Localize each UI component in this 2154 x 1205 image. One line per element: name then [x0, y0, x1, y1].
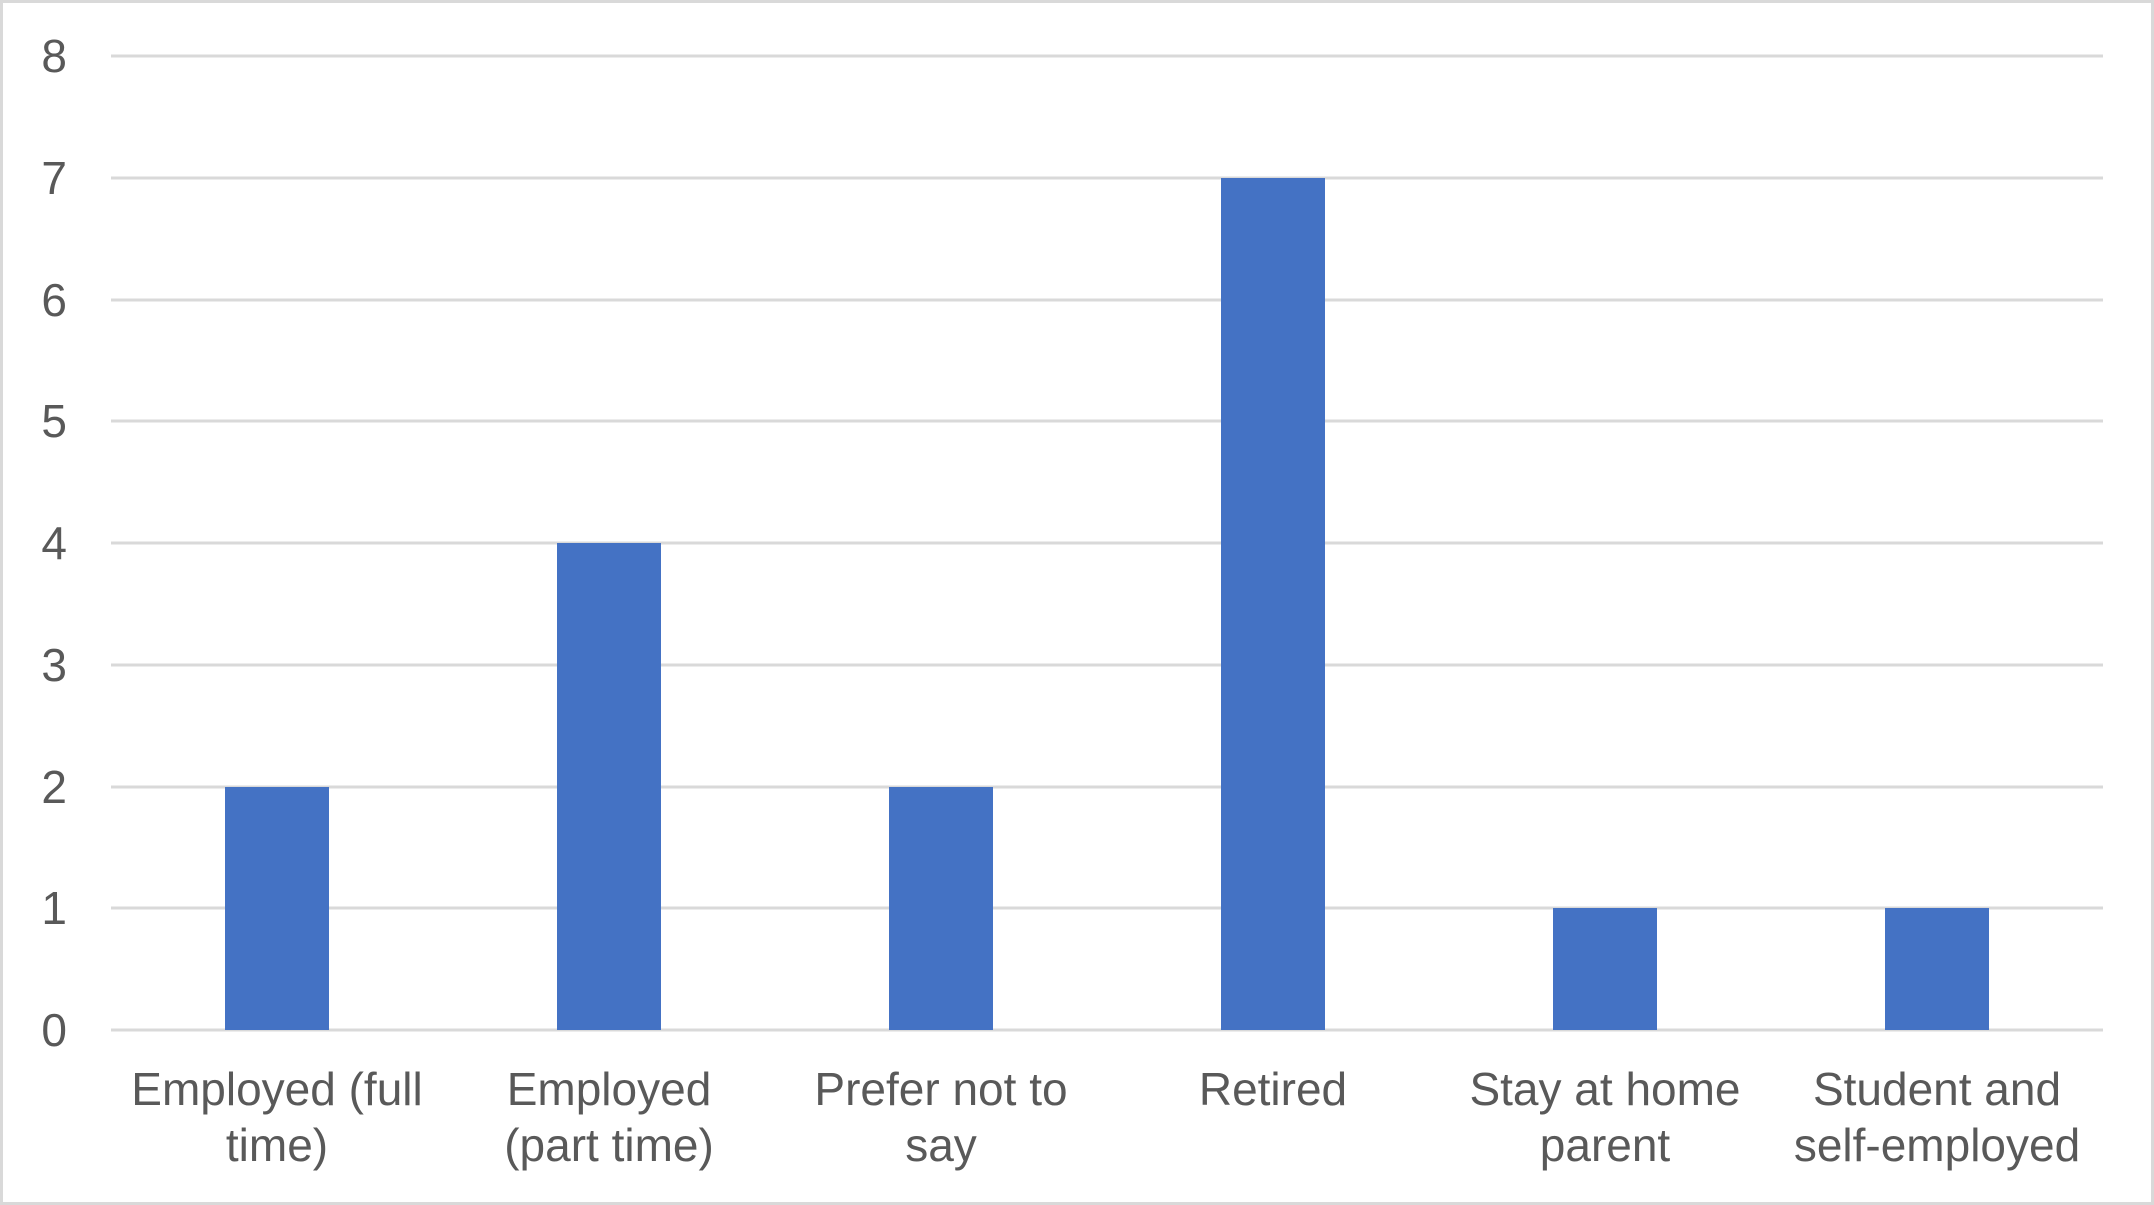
- y-axis-tick-label-1: 1: [41, 882, 67, 935]
- gridline-y-5: [111, 419, 2103, 423]
- x-axis-category-label-0: Employed (full time): [111, 1061, 443, 1173]
- bar-2: [889, 786, 993, 1030]
- y-axis-tick-label-7: 7: [41, 151, 67, 204]
- x-axis-category-label-1: Employed (part time): [443, 1061, 775, 1173]
- y-axis-tick-label-2: 2: [41, 760, 67, 813]
- plot-area: [111, 54, 2103, 1032]
- y-axis-tick-label-6: 6: [41, 273, 67, 326]
- gridline-y-4: [111, 541, 2103, 545]
- bar-3: [1221, 177, 1325, 1030]
- x-axis-category-label-line: Stay at home: [1469, 1063, 1741, 1115]
- gridline-y-8: [111, 54, 2103, 58]
- x-axis-category-label-3: Retired: [1107, 1061, 1439, 1117]
- x-axis-category-label-line: Retired: [1198, 1063, 1348, 1115]
- y-axis-tick-label-8: 8: [41, 30, 67, 82]
- bar-4: [1553, 908, 1657, 1030]
- x-axis-category-label-line: self-employed: [1793, 1119, 2081, 1171]
- x-axis-category-label-line: Student and: [1812, 1063, 2062, 1115]
- y-axis-tick-label-0: 0: [41, 1004, 67, 1056]
- x-axis-category-label-line: parent: [1539, 1119, 1671, 1171]
- y-axis-tick-label-4: 4: [41, 517, 67, 569]
- y-axis-tick-label-5: 5: [41, 395, 67, 448]
- gridline-y-6: [111, 298, 2103, 301]
- bar-5: [1885, 908, 1989, 1030]
- bar-0: [225, 786, 329, 1030]
- x-axis-category-label-line: Employed (full: [131, 1063, 423, 1115]
- y-axis-tick-label-3: 3: [41, 638, 67, 691]
- x-axis-category-label-5: Student and self-employed: [1771, 1061, 2103, 1173]
- x-axis-category-label-2: Prefer not to say: [775, 1061, 1107, 1173]
- x-axis-category-label-line: Prefer not to: [814, 1063, 1068, 1115]
- x-axis-category-label-line: time): [225, 1119, 329, 1171]
- bar-1: [557, 543, 661, 1030]
- x-axis-category-label-line: (part time): [504, 1119, 714, 1171]
- x-axis-category-label-4: Stay at home parent: [1439, 1061, 1771, 1173]
- gridline-y-3: [111, 663, 2103, 667]
- x-axis-category-label-line: say: [905, 1119, 977, 1171]
- gridline-y-1: [111, 906, 2103, 910]
- gridline-y-7: [111, 176, 2103, 180]
- gridline-y-2: [111, 785, 2103, 788]
- x-axis-category-label-line: Employed: [506, 1063, 712, 1115]
- gridline-y-0: [111, 1028, 2103, 1032]
